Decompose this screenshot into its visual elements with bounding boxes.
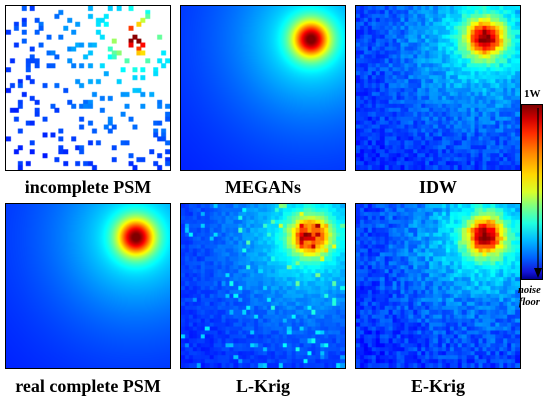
colorbar-bottom-label-line1: noise (518, 285, 541, 296)
heatmap-incomplete-psm (5, 5, 171, 171)
caption-megans: MEGANs (225, 177, 301, 197)
caption-l-krig: L-Krig (236, 376, 290, 396)
colorbar-top-label: 1W (524, 88, 541, 100)
heatmap-real-complete-psm (5, 203, 171, 369)
heatmap-canvas (6, 204, 170, 368)
heatmap-megans (180, 5, 346, 171)
caption-real-complete-psm: real complete PSM (15, 376, 161, 396)
colorbar-bottom-label-line2: floor (518, 297, 540, 308)
colorbar-arrow-icon (534, 108, 542, 278)
heatmap-idw (355, 5, 521, 171)
caption-incomplete-psm: incomplete PSM (24, 177, 152, 197)
heatmap-e-krig (355, 203, 521, 369)
heatmap-canvas (356, 204, 520, 368)
colorbar-bottom-label: noise floor (518, 285, 541, 309)
heatmap-canvas (181, 6, 345, 170)
heatmap-canvas (181, 204, 345, 368)
caption-idw: IDW (418, 177, 457, 197)
heatmap-l-krig (180, 203, 346, 369)
heatmap-canvas (356, 6, 520, 170)
heatmap-canvas (6, 6, 170, 170)
caption-e-krig: E-Krig (411, 376, 465, 396)
